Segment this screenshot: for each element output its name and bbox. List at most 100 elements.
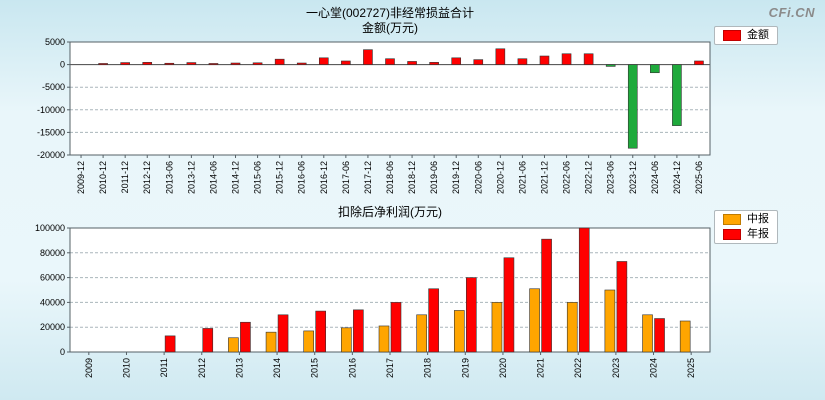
- bar-金额-2015-12: [274, 58, 285, 65]
- bar-金额-2013-12: [186, 62, 197, 65]
- x-tick-label: 2018-06: [385, 161, 395, 194]
- bar-中报-2017: [378, 325, 390, 353]
- bar-金额-2012-12: [142, 62, 153, 65]
- bar-中报-2022: [566, 302, 578, 353]
- chart2-legend: 中报 年报: [714, 210, 778, 244]
- bar-金额-2025-06: [694, 60, 704, 65]
- x-tick-label: 2017-06: [341, 161, 351, 194]
- bar-中报-2023: [604, 289, 616, 353]
- legend-label-amount: 金额: [747, 29, 769, 41]
- chart-nonrecurring-gains: 5000 0 -5000 -10000 -15000 -20000 2009-12 2010-…: [37, 37, 711, 194]
- y-tick-label: -20000: [37, 150, 65, 160]
- x-tick-label: 2024-06: [650, 161, 660, 194]
- y-tick-label: 0: [60, 60, 65, 70]
- bar-金额-2024-06: [650, 64, 660, 74]
- y-tick-label: 80000: [40, 248, 65, 258]
- x-tick-label: 2010-12: [98, 161, 108, 194]
- x-tick-label: 2009-12: [76, 161, 86, 194]
- bar-金额-2017-12: [363, 49, 373, 65]
- x-tick-label: 2021: [536, 358, 546, 378]
- x-tick-label: 2021-06: [517, 161, 527, 194]
- x-tick-label: 2017: [385, 358, 395, 378]
- x-tick-label: 2014-06: [208, 161, 218, 194]
- x-tick-label: 2016-12: [319, 161, 329, 194]
- y-tick-label: 5000: [45, 37, 65, 47]
- x-tick-label: 2014: [272, 358, 282, 378]
- bar-金额-2022-12: [583, 53, 594, 65]
- x-tick-label: 2016-06: [297, 161, 307, 194]
- bar-金额-2023-12: [627, 64, 638, 149]
- x-tick-label: 2015: [310, 358, 320, 378]
- x-tick-label: 2015-06: [253, 161, 263, 194]
- x-tick-label: 2023-12: [628, 161, 638, 194]
- x-tick-label: 2018: [423, 358, 433, 378]
- bar-金额-2023-06: [605, 64, 616, 67]
- y-tick-label: 100000: [35, 223, 65, 233]
- bar-年报-2024: [654, 318, 665, 353]
- chart2-title: 扣除后净利润(万元): [338, 205, 442, 219]
- x-tick-label: 2011-12: [120, 161, 130, 193]
- x-tick-label: 2012-12: [142, 161, 152, 194]
- bar-中报-2018: [416, 314, 427, 353]
- x-tick-label: 2022-12: [584, 161, 594, 194]
- y-tick-label: 0: [60, 347, 65, 357]
- bar-年报-2011: [164, 335, 176, 353]
- chart1-legend: 金额: [714, 26, 778, 45]
- x-tick-label: 2025-06: [694, 161, 704, 194]
- bar-中报-2020: [491, 302, 503, 353]
- x-tick-label: 2022: [573, 358, 583, 378]
- x-tick-label: 2020-12: [495, 161, 505, 194]
- x-tick-label: 2014-12: [231, 161, 241, 194]
- bar-金额-2016-12: [318, 57, 329, 65]
- cfi-logo: CFi.CN: [768, 5, 815, 20]
- bar-金额-2011-12: [120, 62, 130, 65]
- bar-金额-2018-06: [385, 58, 395, 65]
- bar-年报-2014: [277, 314, 289, 353]
- bar-年报-2017: [390, 302, 402, 353]
- bar-金额-2021-06: [517, 58, 528, 65]
- chart1-title: 一心堂(002727)非经常损益合计: [305, 6, 475, 20]
- bar-年报-2019: [465, 277, 477, 353]
- legend-item-interim: 中报: [723, 214, 769, 225]
- x-tick-label: 2024: [649, 358, 659, 378]
- x-tick-label: 2023: [611, 358, 621, 378]
- x-tick-label: 2016: [347, 358, 357, 378]
- y-tick-label: -5000: [42, 82, 65, 92]
- x-tick-label: 2021-12: [539, 161, 549, 194]
- bar-金额-2017-06: [341, 60, 351, 65]
- y-tick-label: 40000: [40, 297, 65, 307]
- legend-swatch-interim: [723, 214, 741, 225]
- bar-金额-2013-06: [164, 62, 175, 65]
- x-tick-label: 2013: [234, 358, 244, 378]
- bar-中报-2025: [679, 320, 691, 353]
- x-tick-label: 2015-12: [275, 161, 285, 194]
- x-tick-label: 2010: [121, 358, 131, 378]
- y-tick-label: 20000: [40, 322, 65, 332]
- y-tick-label: -10000: [37, 105, 65, 115]
- x-tick-label: 2025: [686, 358, 696, 378]
- bar-年报-2023: [616, 261, 628, 353]
- legend-swatch-amount: [723, 30, 741, 41]
- legend-swatch-annual: [723, 229, 741, 240]
- bar-金额-2021-12: [539, 55, 550, 65]
- bar-中报-2016: [341, 327, 352, 353]
- x-tick-label: 2013-06: [164, 161, 174, 194]
- x-tick-label: 2018-12: [407, 161, 417, 194]
- x-tick-label: 2023-06: [606, 161, 616, 194]
- bar-金额-2020-12: [495, 48, 506, 65]
- y-tick-label: 60000: [40, 273, 65, 283]
- bar-年报-2020: [503, 257, 515, 353]
- bar-年报-2015: [315, 310, 327, 353]
- bar-金额-2024-12: [672, 64, 682, 126]
- x-tick-label: 2019-12: [451, 161, 461, 194]
- bar-金额-2022-06: [561, 53, 572, 65]
- bar-金额-2014-12: [230, 62, 241, 65]
- chart1-subtitle: 金额(万元): [362, 21, 418, 35]
- bar-年报-2018: [428, 288, 439, 353]
- bar-金额-2014-06: [208, 63, 219, 65]
- legend-item-annual: 年报: [723, 229, 769, 240]
- bar-年报-2022: [578, 227, 590, 353]
- bar-中报-2013: [228, 337, 239, 353]
- legend-item-amount: 金额: [723, 30, 769, 41]
- x-tick-label: 2017-12: [363, 161, 373, 194]
